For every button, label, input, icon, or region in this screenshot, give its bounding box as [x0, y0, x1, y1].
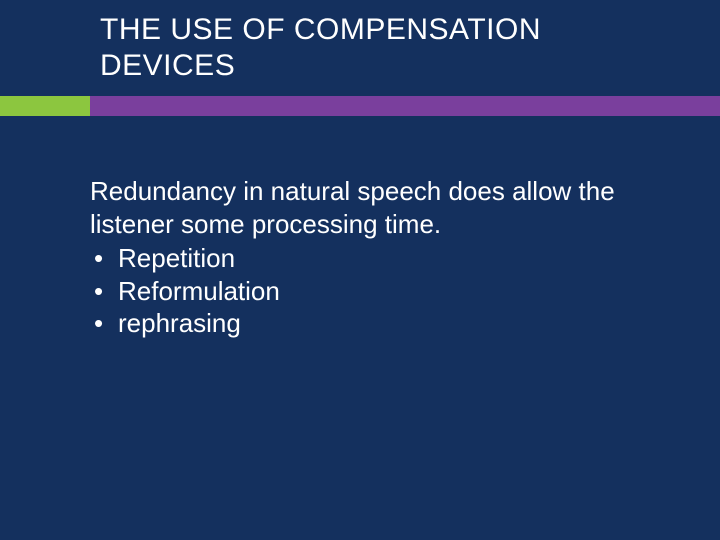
accent-purple [90, 96, 720, 116]
slide: THE USE OF COMPENSATION DEVICES Redundan… [0, 0, 720, 540]
bullet-list: Repetition Reformulation rephrasing [90, 242, 660, 340]
list-item: rephrasing [90, 307, 660, 340]
slide-title: THE USE OF COMPENSATION DEVICES [100, 12, 680, 84]
title-area: THE USE OF COMPENSATION DEVICES [0, 0, 720, 92]
accent-stripe [0, 96, 720, 116]
list-item: Repetition [90, 242, 660, 275]
body-intro: Redundancy in natural speech does allow … [90, 175, 660, 240]
list-item: Reformulation [90, 275, 660, 308]
body-area: Redundancy in natural speech does allow … [90, 175, 660, 340]
accent-green [0, 96, 90, 116]
